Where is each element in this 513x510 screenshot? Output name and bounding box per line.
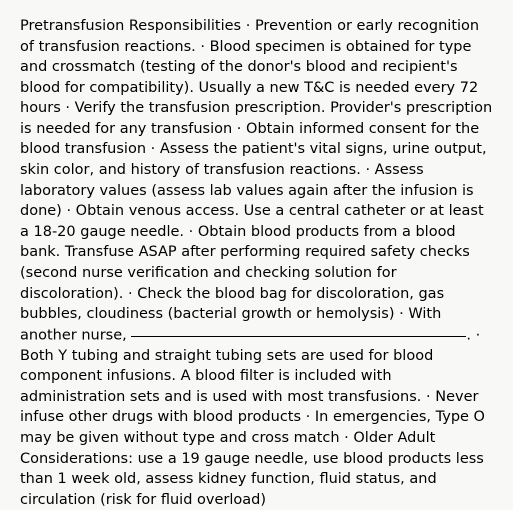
separator: ·	[146, 141, 160, 157]
separator: ·	[301, 409, 315, 425]
separator: ·	[184, 224, 198, 240]
separator: ·	[361, 162, 375, 178]
separator: ·	[241, 18, 255, 34]
separator: ·	[61, 100, 75, 116]
separator: ·	[421, 389, 435, 405]
separator: ·	[471, 327, 480, 343]
document-body: Pretransfusion Responsibilities · Preven…	[20, 16, 493, 510]
separator: ·	[232, 121, 246, 137]
document-title: Pretransfusion Responsibilities	[20, 18, 241, 34]
separator: ·	[123, 286, 137, 302]
separator: ·	[340, 430, 354, 446]
separator: ·	[395, 306, 409, 322]
separator: ·	[62, 203, 76, 219]
doc-item-10: Both Y tubing and straight tubing sets a…	[20, 348, 433, 405]
fill-in-blank[interactable]	[131, 323, 466, 338]
separator: ·	[196, 39, 210, 55]
